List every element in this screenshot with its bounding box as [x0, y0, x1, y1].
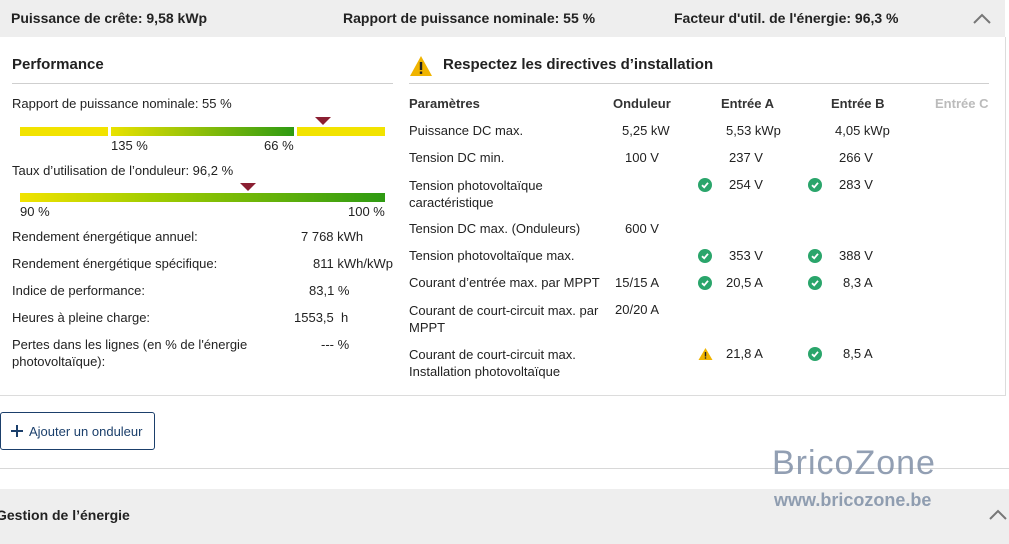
chevron-up-icon[interactable]: [972, 11, 992, 25]
param-label: Courant de court-circuit max. par MPPT: [409, 303, 599, 335]
annual-yield-value: 7 768 kWh: [301, 229, 364, 244]
inverter-value: 15/15 A: [615, 275, 660, 290]
watermark-url: www.bricozone.be: [774, 490, 932, 510]
inverter-usage-gauge: [20, 193, 385, 202]
param-label: Tension photovoltaïque caractéristique: [409, 178, 543, 210]
divider: [409, 83, 989, 84]
watermark-logo: BricoZone: [772, 444, 936, 482]
line-losses-label: Pertes dans les lignes (en % de l'énergi…: [12, 337, 248, 369]
param-label: Puissance DC max.: [409, 123, 524, 138]
inverter-tick-high: 100 %: [348, 204, 385, 219]
nominal-ratio-marker: [315, 117, 331, 125]
inverter-tick-low: 90 %: [20, 204, 50, 219]
column-header: Paramètres: [409, 96, 480, 111]
warning-icon: [698, 348, 713, 360]
full-load-hours-label: Heures à pleine charge:: [12, 310, 151, 325]
input-a-value: 20,5 A: [726, 275, 763, 290]
inverter-value: 100 V: [625, 150, 659, 165]
ok-check-icon: [808, 249, 822, 263]
input-b-value: 8,5 A: [843, 346, 873, 361]
add-inverter-label: Ajouter un onduleur: [29, 423, 143, 439]
inverter-value: 20/20 A: [615, 302, 660, 317]
column-header: Entrée A: [721, 96, 774, 111]
column-header: Entrée B: [831, 96, 885, 111]
full-load-hours-value: 1553,5 h: [294, 310, 349, 325]
inverter-value: 5,25 kW: [622, 123, 670, 138]
inverter-usage-marker: [240, 183, 256, 191]
input-a-value: 237 V: [729, 150, 763, 165]
warning-icon: [410, 56, 432, 76]
input-b-value: 266 V: [839, 150, 873, 165]
divider: [12, 83, 393, 84]
peak-power-summary: Puissance de crête: 9,58 kWp: [11, 10, 208, 26]
annual-yield-label: Rendement énergétique annuel:: [12, 229, 198, 244]
guidelines-title: Respectez les directives d’installation: [443, 56, 714, 73]
inverter-panel: [0, 37, 1006, 396]
specific-yield-label: Rendement énergétique spécifique:: [12, 256, 218, 271]
summary-bar[interactable]: Puissance de crête: 9,58 kWp Rapport de …: [0, 0, 1005, 37]
input-b-value: 283 V: [839, 177, 873, 192]
inverter-usage-label: Taux d’utilisation de l’onduleur: 96,2 %: [12, 163, 234, 178]
input-a-value: 353 V: [729, 248, 763, 263]
ok-check-icon: [808, 276, 822, 290]
ok-check-icon: [698, 276, 712, 290]
performance-title: Performance: [12, 56, 104, 73]
energy-management-header[interactable]: Gestion de l’énergie: [0, 489, 1009, 544]
param-label: Tension DC max. (Onduleurs): [409, 221, 581, 236]
param-label: Courant d’entrée max. par MPPT: [409, 275, 600, 290]
input-b-value: 4,05 kWp: [835, 123, 890, 138]
nominal-tick-low: 135 %: [111, 138, 148, 153]
column-header-disabled: Entrée C: [935, 96, 989, 111]
param-label: Tension DC min.: [409, 150, 505, 165]
nominal-tick-high: 66 %: [264, 138, 294, 153]
param-label: Tension photovoltaïque max.: [409, 248, 575, 263]
nominal-ratio-summary: Rapport de puissance nominale: 55 %: [343, 10, 596, 26]
input-b-value: 8,3 A: [843, 275, 873, 290]
plus-icon: [11, 425, 23, 437]
add-inverter-button[interactable]: Ajouter un onduleur: [0, 412, 155, 450]
nominal-ratio-gauge: [20, 127, 385, 136]
nominal-ratio-label: Rapport de puissance nominale: 55 %: [12, 96, 232, 111]
performance-index-value: 83,1 %: [309, 283, 350, 298]
energy-factor-summary: Facteur d'util. de l'énergie: 96,3 %: [674, 10, 899, 26]
ok-check-icon: [808, 347, 822, 361]
divider: [0, 468, 1009, 469]
input-b-value: 388 V: [839, 248, 873, 263]
performance-index-label: Indice de performance:: [12, 283, 145, 298]
input-a-value: 5,53 kWp: [726, 123, 781, 138]
chevron-up-icon[interactable]: [988, 507, 1008, 521]
ok-check-icon: [808, 178, 822, 192]
input-a-value: 21,8 A: [726, 346, 763, 361]
column-header: Onduleur: [613, 96, 671, 111]
specific-yield-value: 811 kWh/kWp: [313, 256, 393, 271]
param-label: Courant de court-circuit max. Installati…: [409, 347, 576, 379]
energy-management-title: Gestion de l’énergie: [0, 507, 130, 523]
ok-check-icon: [698, 178, 712, 192]
line-losses-value: --- %: [321, 337, 350, 352]
inverter-value: 600 V: [625, 221, 659, 236]
input-a-value: 254 V: [729, 177, 763, 192]
ok-check-icon: [698, 249, 712, 263]
